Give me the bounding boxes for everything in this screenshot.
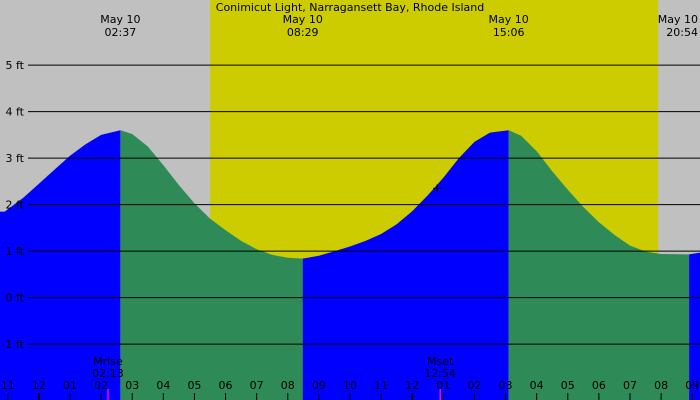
x-tick-label: 05 xyxy=(187,379,201,392)
x-tick-label: 06 xyxy=(592,379,606,392)
x-tick-label: 07 xyxy=(250,379,264,392)
tide-area xyxy=(0,130,700,400)
moon-event-label: Mset xyxy=(427,355,454,368)
x-tick-label: 04 xyxy=(156,379,170,392)
extreme-time-label: 08:29 xyxy=(287,26,319,39)
x-tick-label: 02 xyxy=(467,379,481,392)
extreme-time-label: 02:37 xyxy=(105,26,137,39)
y-tick-label: -1 ft xyxy=(2,338,25,351)
rising-tide-segment xyxy=(302,130,509,400)
y-tick-label: 4 ft xyxy=(6,106,25,119)
x-tick-label: 02 xyxy=(94,379,108,392)
extreme-date-label: May 10 xyxy=(489,13,529,26)
x-tick-label: 12 xyxy=(32,379,46,392)
x-tick-label: 01 xyxy=(63,379,77,392)
x-tick-label: 11 xyxy=(374,379,388,392)
extreme-time-label: 15:06 xyxy=(493,26,525,39)
falling-tide-segment xyxy=(508,130,690,400)
rising-tide-segment xyxy=(689,252,700,400)
y-tick-label: 1 ft xyxy=(6,245,25,258)
y-tick-label: 2 ft xyxy=(6,199,25,212)
x-axis-ticks: 11 12 01 02 03 04 05 06 07 08 09 10 11 12 01 02 03 04 05 06… xyxy=(1,379,699,400)
y-axis-labels: 5 ft 4 ft 3 ft 2 ft 1 ft 0 ft -1 ft xyxy=(2,59,25,351)
extreme-date-label: May 10 xyxy=(658,13,698,26)
x-tick-label: 05 xyxy=(561,379,575,392)
falling-tide-segment xyxy=(120,130,303,400)
x-tick-label: 10 xyxy=(343,379,357,392)
x-tick-label: 03 xyxy=(125,379,139,392)
rising-tide-segment xyxy=(0,130,121,400)
x-tick-label: 04 xyxy=(530,379,544,392)
moon-event-time: 12:54 xyxy=(424,367,456,380)
extreme-time-label: 20:54 xyxy=(666,26,698,39)
x-tick-label: 01 xyxy=(436,379,450,392)
y-tick-label: 3 ft xyxy=(6,152,25,165)
x-tick-label: 09 xyxy=(685,379,699,392)
extreme-date-label: May 10 xyxy=(100,13,140,26)
moon-event-time: 02:13 xyxy=(92,367,124,380)
y-tick-label: 0 ft xyxy=(6,292,25,305)
extreme-date-label: May 10 xyxy=(283,13,323,26)
x-tick-label: 12 xyxy=(405,379,419,392)
x-tick-label: 08 xyxy=(654,379,668,392)
chart-title: Conimicut Light, Narragansett Bay, Rhode… xyxy=(216,1,484,14)
x-tick-label: 11 xyxy=(1,379,15,392)
gridlines xyxy=(28,64,700,345)
x-tick-label: 08 xyxy=(281,379,295,392)
x-tick-label: 03 xyxy=(499,379,513,392)
moon-event-label: Mrise xyxy=(93,355,123,368)
y-tick-label: 5 ft xyxy=(6,59,25,72)
x-tick-label: 07 xyxy=(623,379,637,392)
current-marker xyxy=(433,184,442,193)
x-tick-label: 09 xyxy=(312,379,326,392)
x-tick-label: 06 xyxy=(219,379,233,392)
